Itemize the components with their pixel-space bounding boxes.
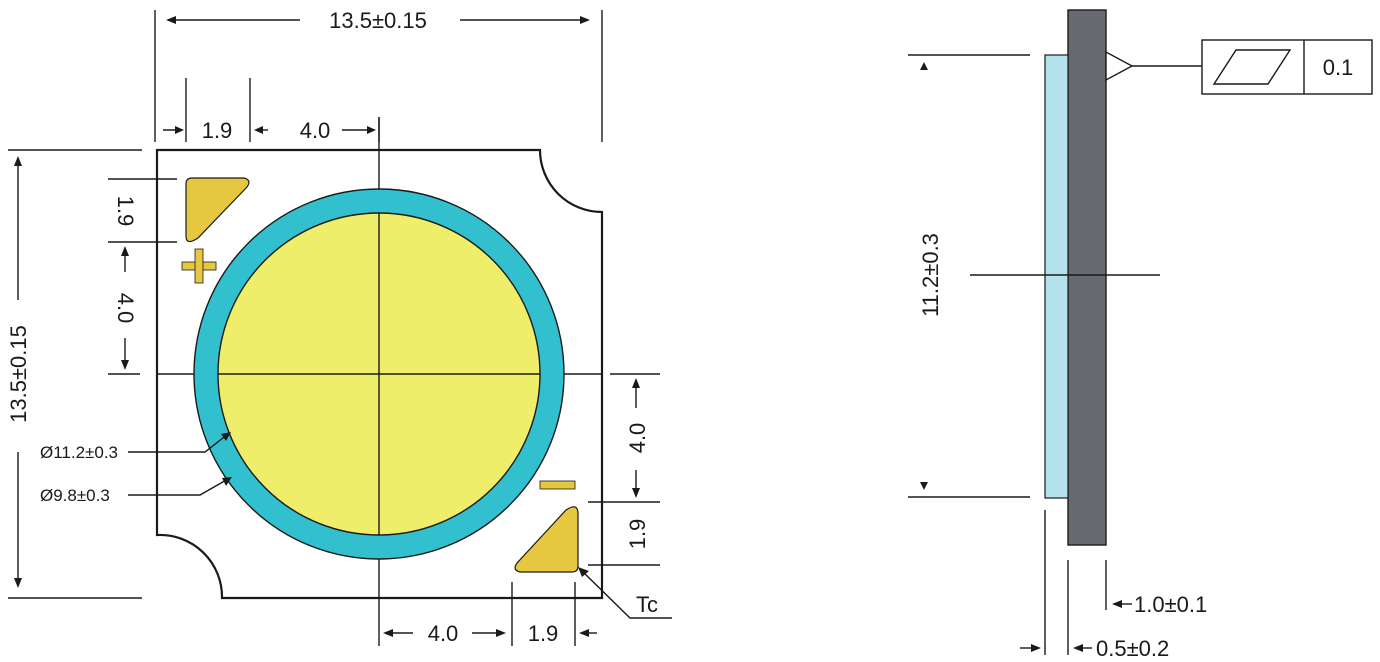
flatness-value: 0.1 <box>1323 55 1354 80</box>
bottom-spacing-dimension: 4.0 <box>428 621 459 646</box>
phosphor-thickness-dimension: 0.5±0.2 <box>1096 636 1169 661</box>
inner-diameter-dimension: Ø9.8±0.3 <box>40 486 110 505</box>
negative-pad <box>514 506 579 573</box>
top-spacing-dimension: 4.0 <box>300 118 331 143</box>
side-substrate <box>1067 9 1107 546</box>
side-height-dimension: 11.2±0.3 <box>918 233 943 317</box>
minus-symbol <box>539 480 576 490</box>
left-offset-dimension: 1.9 <box>113 196 138 227</box>
left-spacing-dimension: 4.0 <box>113 293 138 324</box>
side-phosphor-layer <box>1044 54 1069 499</box>
positive-pad <box>185 177 250 243</box>
right-offset-dimension: 1.9 <box>625 519 650 550</box>
top-offset-dimension: 1.9 <box>202 118 233 143</box>
flatness-icon <box>1212 49 1292 85</box>
side-view: 11.2±0.3 0.1 1.0±0.1 0.5±0.2 <box>908 9 1373 661</box>
flatness-frame <box>1201 39 1373 95</box>
bottom-offset-dimension: 1.9 <box>528 621 559 646</box>
front-view: 13.5±0.15 1.9 4.0 13.5±0.15 1.9 4.0 Ø11.… <box>6 8 672 646</box>
right-spacing-dimension: 4.0 <box>625 423 650 454</box>
outer-diameter-dimension: Ø11.2±0.3 <box>40 443 118 462</box>
height-dimension: 13.5±0.15 <box>6 325 31 423</box>
plus-symbol <box>181 248 217 284</box>
width-dimension: 13.5±0.15 <box>329 8 427 33</box>
substrate-outline <box>155 148 604 600</box>
tc-label: Tc <box>636 592 658 617</box>
substrate-thickness-dimension: 1.0±0.1 <box>1134 592 1207 617</box>
